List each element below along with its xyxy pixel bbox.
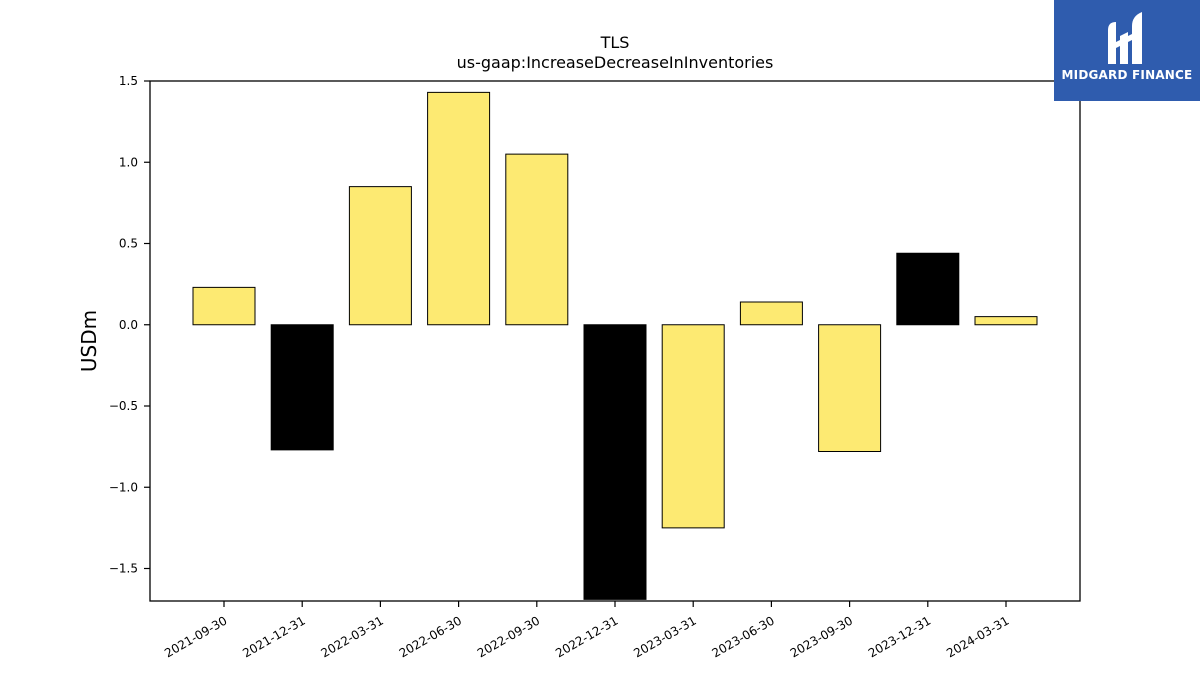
x-tick-label: 2022-12-31 bbox=[553, 613, 620, 660]
bar-2024-03-31 bbox=[974, 316, 1038, 326]
x-tick-label: 2023-03-31 bbox=[631, 613, 698, 660]
bar-2023-12-31 bbox=[896, 252, 960, 326]
bar-2022-09-30 bbox=[505, 153, 569, 326]
x-tick-label: 2023-06-30 bbox=[709, 613, 776, 660]
bar-2023-03-31 bbox=[661, 324, 725, 529]
y-tick-label: −1.5 bbox=[109, 562, 138, 576]
x-tick-label: 2022-03-31 bbox=[318, 613, 385, 660]
y-tick-label: 0.5 bbox=[119, 237, 138, 251]
bar-2022-12-31 bbox=[583, 324, 647, 600]
y-tick-label: −1.0 bbox=[109, 480, 138, 494]
midgard-finance-logo: MIDGARD FINANCE bbox=[1054, 0, 1200, 101]
y-tick-label: −0.5 bbox=[109, 399, 138, 413]
x-tick-label: 2021-12-31 bbox=[240, 613, 307, 660]
x-tick-label: 2024-03-31 bbox=[944, 613, 1011, 660]
bar-2023-06-30 bbox=[739, 301, 803, 326]
y-tick-label: 1.5 bbox=[119, 74, 138, 88]
bar-2021-12-31 bbox=[270, 324, 334, 451]
bar-2023-09-30 bbox=[818, 324, 882, 452]
y-tick-label: 0.0 bbox=[119, 318, 138, 332]
logo-text: MIDGARD FINANCE bbox=[1061, 68, 1193, 82]
midgard-logo-icon bbox=[1108, 12, 1142, 64]
bar-2021-09-30 bbox=[192, 286, 256, 326]
x-tick-label: 2022-06-30 bbox=[397, 613, 464, 660]
chart-title: TLS bbox=[600, 33, 630, 52]
bar-2022-03-31 bbox=[348, 186, 412, 326]
plot-frame bbox=[149, 80, 1081, 602]
x-tick-label: 2023-09-30 bbox=[788, 613, 855, 660]
y-axis-label: USDm bbox=[77, 310, 101, 372]
x-tick-label: 2023-12-31 bbox=[866, 613, 933, 660]
bar-2022-06-30 bbox=[427, 91, 491, 326]
y-tick-label: 1.0 bbox=[119, 155, 138, 169]
x-tick-label: 2022-09-30 bbox=[475, 613, 542, 660]
x-tick-label: 2021-09-30 bbox=[162, 613, 229, 660]
chart-subtitle: us-gaap:IncreaseDecreaseInInventories bbox=[457, 53, 774, 72]
